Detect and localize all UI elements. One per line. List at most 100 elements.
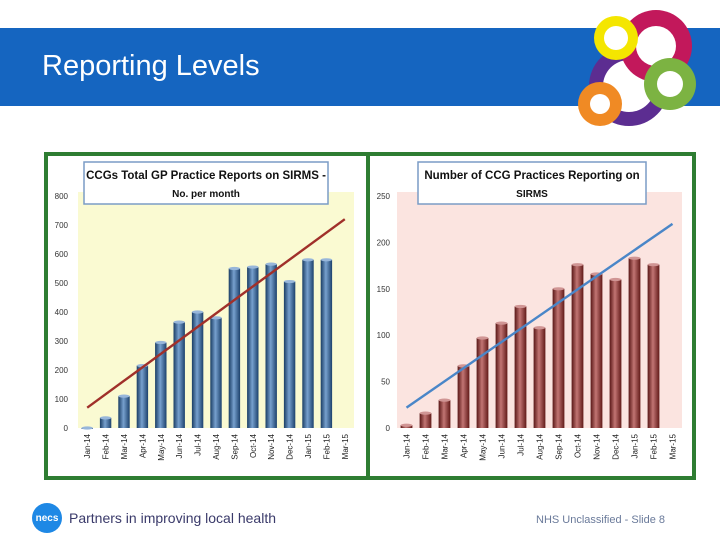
bar-apr-14 (136, 365, 149, 428)
y-tick-label: 250 (377, 192, 391, 201)
bar-cap (552, 287, 565, 291)
x-tick-label: Mar-15 (341, 433, 350, 459)
x-tick-label: Dec-14 (286, 433, 295, 459)
x-tick-label: Jan-14 (403, 433, 412, 458)
bar-dec-14 (609, 279, 622, 428)
x-tick-label: Apr-14 (460, 433, 469, 458)
y-tick-label: 100 (377, 331, 391, 340)
bar-cap (476, 336, 489, 340)
bar-cap (647, 263, 660, 267)
bar-sep-14 (228, 268, 241, 428)
y-tick-label: 500 (55, 279, 69, 288)
logo-circle-white (604, 26, 628, 50)
necs-logo: necs (32, 503, 62, 533)
chart-ccg-practices-reporting: 0 50 100 150 200 250 Jan-14 Feb-14 Mar-14 Apr-14 M… (377, 161, 682, 461)
charts-frame: 0 100 200 300 400 500 600 700 800 Jan-14 Feb-14 Mar… (44, 152, 696, 480)
footer-tagline: Partners in improving local health (69, 510, 276, 526)
footer-slide-label: NHS Unclassified - Slide 8 (536, 514, 665, 526)
y-tick-label: 300 (55, 337, 69, 346)
bar-cap (191, 310, 204, 314)
left-chart-panel: 0 100 200 300 400 500 600 700 800 Jan-14 Feb-14 Mar… (48, 156, 366, 476)
bar-cap (419, 411, 432, 415)
bar-cap (495, 321, 508, 325)
bar-jan-15 (628, 258, 641, 428)
x-tick-label: Mar-14 (120, 433, 129, 459)
bar-cap (514, 304, 527, 309)
x-tick-label: Jul-14 (194, 433, 203, 455)
x-tick-label: Jan-15 (304, 433, 313, 458)
bar-mar-14 (118, 396, 130, 428)
x-tick-label: Oct-14 (249, 433, 258, 458)
bar-feb-14 (419, 413, 432, 428)
x-tick-label: Sep-14 (555, 433, 564, 459)
x-tick-label: Feb-15 (650, 433, 659, 459)
bar-feb-15 (647, 264, 660, 428)
bar-jun-14 (173, 322, 185, 428)
bar-oct-14 (247, 267, 259, 428)
x-tick-label: Jun-14 (498, 433, 507, 458)
chart-title-line2: SIRMS (516, 189, 548, 200)
bar-jan-15 (302, 259, 314, 428)
x-tick-label: Feb-14 (422, 433, 431, 459)
x-tick-label: Mar-14 (441, 433, 450, 459)
chart-title-line1: CCGs Total GP Practice Reports on SIRMS … (86, 170, 326, 182)
bar-may-14 (476, 337, 489, 428)
logo-circle-white (636, 26, 676, 66)
bar-cap (609, 277, 622, 282)
bar-may-14 (155, 342, 167, 428)
x-tick-label: Feb-15 (322, 433, 331, 459)
bar-cap (320, 258, 333, 262)
x-tick-label: May-14 (479, 433, 488, 460)
x-tick-label: Jul-14 (517, 433, 526, 455)
x-tick-label: Nov-14 (267, 433, 276, 459)
y-tick-label: 600 (55, 250, 69, 259)
right-chart-panel: 0 50 100 150 200 250 Jan-14 Feb-14 Mar-14 Apr-14 M… (370, 156, 692, 476)
decorative-circles-logo (578, 10, 696, 126)
bar-cap (283, 279, 296, 284)
bar-cap (81, 426, 93, 430)
bar-cap (118, 394, 130, 398)
bar-cap (247, 265, 259, 269)
x-tick-label: Aug-14 (536, 433, 545, 459)
bar-cap (173, 320, 185, 324)
bar-jul-14 (514, 306, 527, 428)
bar-cap (400, 423, 413, 427)
x-tick-label: Sep-14 (230, 433, 239, 459)
y-tick-label: 0 (386, 424, 391, 433)
y-tick-label: 150 (377, 285, 391, 294)
chart-gp-practice-reports: 0 100 200 300 400 500 600 700 800 Jan-14 Feb-14 Mar… (55, 161, 354, 461)
chart-title-line1: Number of CCG Practices Reporting on (424, 170, 639, 182)
y-tick-label: 700 (55, 221, 69, 230)
chart-title-box (417, 161, 647, 205)
y-tick-label: 50 (381, 378, 390, 387)
bar-cap (265, 262, 277, 266)
chart-title-line2: No. per month (172, 189, 240, 200)
bar-nov-14 (265, 264, 277, 428)
bar-oct-14 (571, 264, 584, 428)
x-tick-label: Feb-14 (102, 433, 111, 459)
x-tick-label: Mar-15 (669, 433, 678, 459)
trend-line (405, 222, 674, 409)
logo-circle-white (590, 94, 610, 114)
y-tick-label: 100 (55, 395, 69, 404)
y-tick-label: 800 (55, 192, 69, 201)
logo-circle-white (657, 71, 683, 97)
x-tick-label: Dec-14 (612, 433, 621, 459)
bar-sep-14 (552, 288, 565, 428)
bar-cap (302, 258, 314, 262)
bar-nov-14 (590, 273, 603, 428)
x-tick-label: Jun-14 (175, 433, 184, 458)
bar-cap (99, 416, 112, 420)
bar-cap (155, 340, 167, 345)
x-tick-label: Jan-15 (631, 433, 640, 458)
bar-dec-14 (283, 281, 296, 428)
bar-mar-14 (438, 400, 451, 428)
x-tick-label: Jan-14 (83, 433, 92, 458)
bar-cap (571, 263, 584, 267)
bar-aug-14 (210, 317, 222, 428)
chart-title-box (83, 161, 329, 205)
x-tick-label: Aug-14 (212, 433, 221, 459)
x-tick-label: Apr-14 (138, 433, 147, 458)
y-tick-label: 400 (55, 308, 69, 317)
bar-feb-15 (320, 259, 333, 428)
